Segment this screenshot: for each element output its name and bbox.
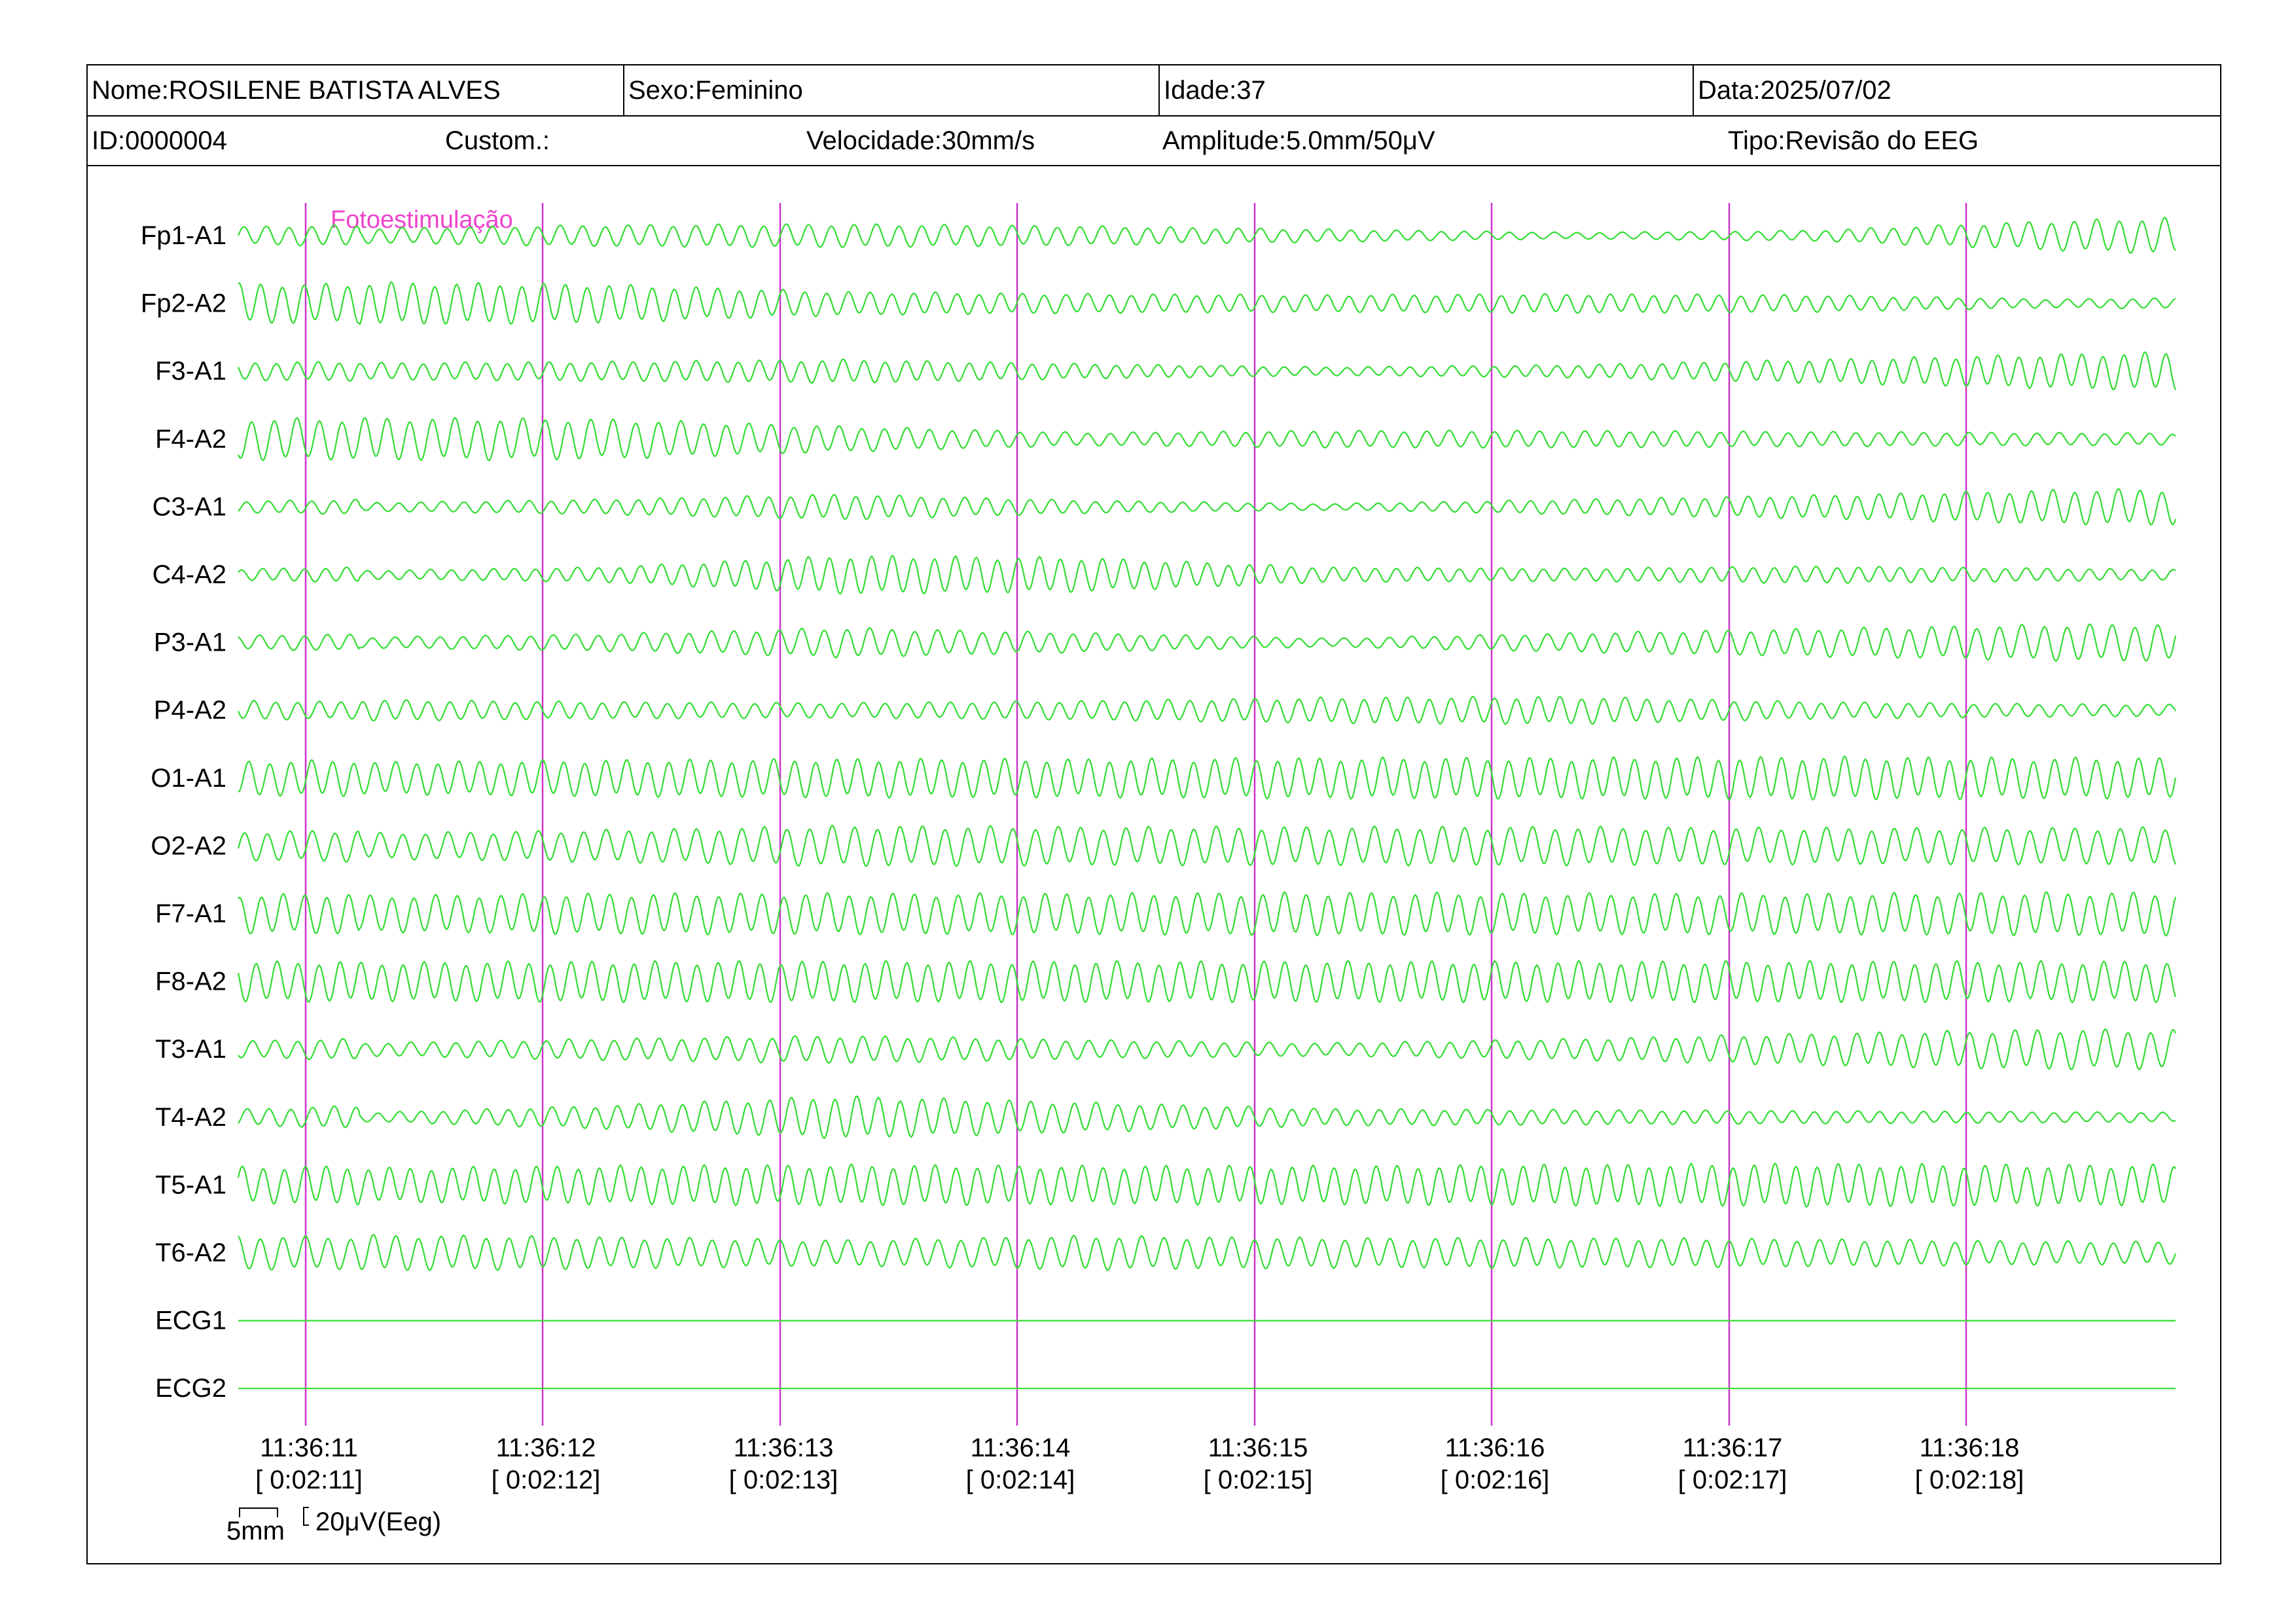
time-label-clock: 11:36:11: [260, 1434, 358, 1462]
channel-label: F4-A2: [155, 425, 226, 454]
amplitude-setting: Amplitude:5.0mm/50μV: [1162, 126, 1435, 155]
patient-age: Idade:37: [1158, 65, 1693, 115]
channel-label: ECG2: [155, 1374, 226, 1403]
patient-id: ID:0000004: [92, 126, 227, 155]
trace-f7-a1: [238, 891, 2177, 937]
time-label-clock: 11:36:15: [1208, 1434, 1308, 1462]
channel-label: O2-A2: [151, 831, 226, 860]
trace-f8-a2: [237, 960, 2177, 1004]
time-scale-bracket: [239, 1507, 278, 1517]
channel-label: ECG1: [155, 1307, 226, 1335]
channel-label: T4-A2: [155, 1103, 226, 1132]
trace-t6-a2: [238, 1233, 2177, 1271]
time-label-elapsed: [ 0:02:11]: [255, 1466, 363, 1494]
channel-label: T6-A2: [155, 1238, 226, 1267]
time-label-elapsed: [ 0:02:14]: [966, 1466, 1075, 1494]
header-row-2: ID:0000004 Custom.: Velocidade:30mm/s Am…: [88, 117, 2220, 166]
trace-p3-a1: [238, 623, 2177, 662]
record-type: Tipo:Revisão do EEG: [1728, 126, 1979, 155]
time-label-clock: 11:36:13: [734, 1434, 834, 1462]
time-label-clock: 11:36:16: [1445, 1434, 1545, 1462]
amplitude-scale-bracket: [303, 1507, 309, 1526]
time-scale-label: 5mm: [226, 1517, 285, 1545]
amplitude-scale-label: 20μV(Eeg): [315, 1507, 441, 1536]
time-label-elapsed: [ 0:02:15]: [1204, 1466, 1313, 1494]
header-row-1: Nome:ROSILENE BATISTA ALVES Sexo:Feminin…: [88, 65, 2220, 117]
trace-c3-a1: [238, 488, 2177, 526]
channel-label: T3-A1: [155, 1035, 226, 1064]
trace-fp1-a1: [237, 217, 2176, 254]
time-label-elapsed: [ 0:02:12]: [492, 1466, 601, 1494]
channel-label: Fp1-A1: [141, 221, 226, 250]
trace-fp2-a2: [238, 281, 2176, 325]
time-label-elapsed: [ 0:02:16]: [1441, 1466, 1550, 1494]
channel-label: T5-A1: [155, 1170, 226, 1199]
channel-label: P3-A1: [154, 628, 226, 657]
time-label-clock: 11:36:12: [496, 1434, 596, 1462]
trace-c4-a2: [238, 554, 2176, 595]
time-label-clock: 11:36:14: [971, 1434, 1071, 1462]
channel-label: O1-A1: [151, 764, 226, 793]
patient-sex: Sexo:Feminino: [623, 65, 1158, 115]
record-date: Data:2025/07/02: [1693, 65, 2220, 115]
channel-label: C4-A2: [152, 560, 226, 589]
eeg-report: Nome:ROSILENE BATISTA ALVES Sexo:Feminin…: [86, 64, 2221, 1564]
trace-o2-a2: [237, 824, 2177, 867]
channel-label: F3-A1: [155, 357, 226, 386]
time-label-clock: 11:36:18: [1920, 1434, 2020, 1462]
trace-f4-a2: [237, 417, 2176, 461]
channel-label: C3-A1: [152, 492, 226, 521]
trace-p4-a2: [237, 695, 2176, 725]
channel-label: Fp2-A2: [141, 289, 226, 318]
trace-t4-a2: [238, 1095, 2176, 1140]
trace-o1-a1: [238, 755, 2177, 801]
channel-label: P4-A2: [154, 696, 226, 725]
time-label-elapsed: [ 0:02:13]: [729, 1466, 838, 1494]
trace-f3-a1: [237, 351, 2177, 391]
trace-t3-a1: [238, 1028, 2177, 1071]
trace-t5-a1: [237, 1162, 2176, 1208]
speed-setting: Velocidade:30mm/s: [806, 126, 1035, 155]
time-label-elapsed: [ 0:02:17]: [1678, 1466, 1787, 1494]
custom-field: Custom.:: [445, 126, 550, 155]
channel-label: F8-A2: [155, 967, 226, 996]
time-label-elapsed: [ 0:02:18]: [1915, 1466, 2024, 1494]
patient-name: Nome:ROSILENE BATISTA ALVES: [92, 75, 501, 105]
channel-label: F7-A1: [155, 899, 226, 928]
time-label-clock: 11:36:17: [1683, 1434, 1783, 1462]
